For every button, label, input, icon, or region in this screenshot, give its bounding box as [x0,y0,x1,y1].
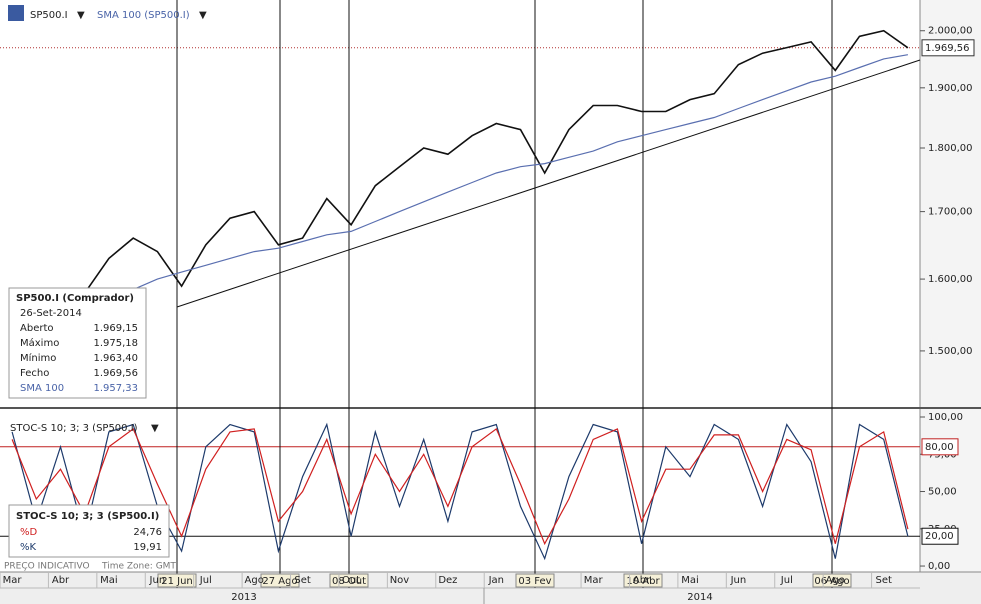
info-value: 1.969,15 [93,323,138,334]
last-price-label: 1.969,56 [925,43,970,54]
right-axis-panel [920,0,981,572]
info-label: Fecho [20,368,49,379]
marker-badge [260,573,300,588]
info-value: 1.963,40 [93,353,138,364]
info-label: Aberto [20,323,54,334]
stoch-box-frame [8,504,170,558]
level-badge [921,438,959,456]
symbol-icon [8,5,24,21]
stoch-box: STOC-S 10; 3; 3 (SP500.I) [8,504,170,558]
info-value: 1.957,33 [93,383,138,394]
trend-line [176,59,921,308]
y-tick-label: 100,00 [928,412,963,423]
x-tick-label: Nov [390,575,410,586]
y-tick-label: 1.900,00 [928,83,973,94]
info-date: 26-Set-2014 [20,308,82,319]
stoch-label: %D [20,527,38,538]
last-price-badge [921,39,975,57]
marker-label: 27 Ago [262,576,297,587]
y-tick-label: 0,00 [928,561,950,572]
x-tick-label: Set [294,575,311,586]
x-tick-label: Jul [199,575,212,586]
indicator-label[interactable]: SMA 100 (SP500.I) [97,10,190,21]
x-tick-label: Set [875,575,892,586]
series-line [11,29,909,312]
marker-badge [812,573,852,588]
info-label: Máximo [20,337,59,349]
info-label: SMA 100 [20,383,64,394]
marker-label: 06 Ago [814,576,849,587]
stoch-value: 24,76 [133,527,162,538]
marker-badge [623,573,663,588]
marker-label: 10 Abr [626,576,660,587]
stoch-box-title: STOC-S 10; 3; 3 (SP500.I) [16,511,159,522]
series-line [11,427,909,546]
stoch-value: 19,91 [133,542,162,553]
x-tick-label: Mar [3,575,23,586]
dropdown-arrow[interactable]: ▼ [77,10,85,21]
stoch-label: %K [20,542,37,553]
dropdown-arrow[interactable]: ▼ [151,423,159,434]
x-tick-label: Jul [780,575,793,586]
marker-badge [515,573,555,588]
info-title: SP500.I (Comprador) [16,293,134,304]
year-label: 2014 [687,592,712,603]
dropdown-arrow[interactable]: ▼ [199,10,207,21]
x-tick-label: Out [342,575,360,586]
series-line [11,54,909,330]
x-tick-label: Abr [52,575,70,586]
x-tick-label: Jun [149,575,166,586]
info-box-frame [8,287,147,399]
marker-label: 08 Out [332,576,366,587]
level-label: 20,00 [925,531,954,542]
marker-label: 03 Fev [518,576,551,587]
y-tick-label: 1.500,00 [928,346,973,357]
x-tick-label: Dez [438,575,457,586]
stoch-title[interactable]: STOC-S 10; 3; 3 (SP500.I) [10,423,138,434]
info-label: Mínimo [20,352,56,364]
x-tick-label: Mai [681,575,699,586]
level-label: 80,00 [925,442,954,453]
x-tick-label: Mai [100,575,118,586]
y-tick-label: 2.000,00 [928,26,973,37]
footer-note: PREÇO INDICATIVO [4,562,90,572]
year-label: 2013 [231,592,256,603]
y-tick-label: 1.700,00 [928,207,973,218]
symbol-label[interactable]: SP500.I [30,10,68,21]
y-tick-label: 1.600,00 [928,274,973,285]
x-tick-label: Abr [633,575,651,586]
info-box: SP500.I (Comprador) 26-Set-2014 [8,287,147,399]
info-value: 1.969,56 [93,368,138,379]
footer-timezone: Time Zone: GMT [101,562,176,572]
x-tick-label: Jan [488,575,504,586]
x-tick-label: Mar [584,575,604,586]
marker-badge [329,573,369,588]
x-tick-label: Ago [245,575,264,586]
x-tick-label: Jun [730,575,747,586]
info-value: 1.975,18 [93,338,138,349]
y-tick-label: 1.800,00 [928,143,973,154]
level-badge [921,527,959,545]
marker-badge [157,573,197,588]
y-tick-label: 50,00 [928,487,957,498]
marker-label: 21 Jun [161,576,193,587]
x-tick-label: Ago [826,575,845,586]
